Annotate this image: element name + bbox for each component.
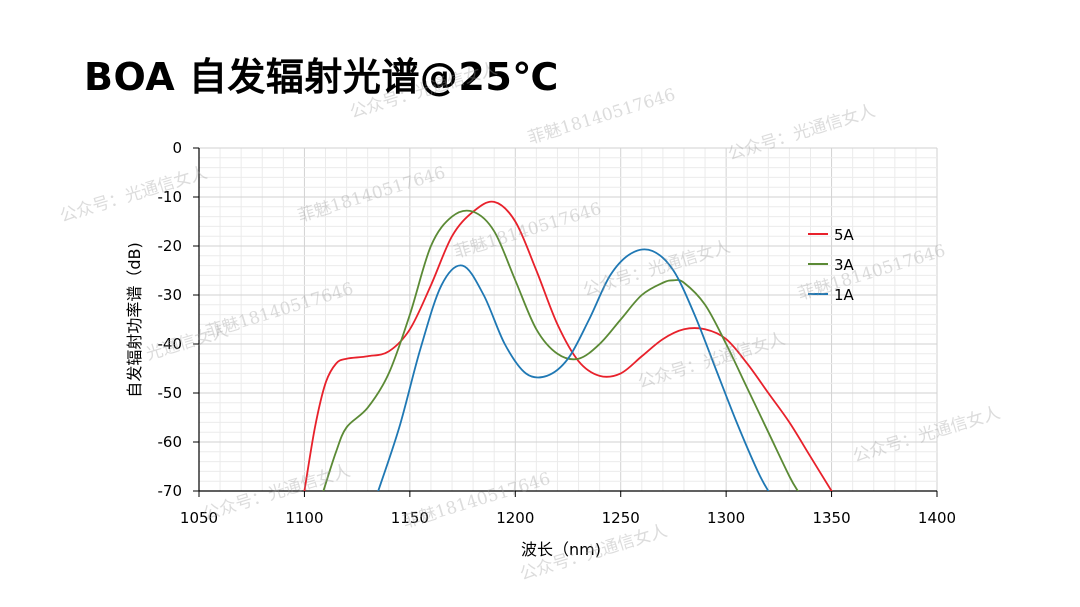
x-tick-label: 1350 (812, 509, 850, 527)
watermark-text: 公众号：光通信女人 (58, 163, 210, 227)
x-axis-label: 波长（nm) (521, 540, 601, 559)
x-tick-label: 1050 (180, 509, 218, 527)
watermark-text: 菲魅18140517646 (452, 199, 604, 263)
y-tick-label: -60 (158, 433, 183, 451)
y-tick-label: -70 (158, 482, 183, 500)
y-tick-label: -30 (158, 286, 183, 304)
watermark-text: 菲魅18140517646 (204, 279, 356, 343)
series-line-1A (377, 248, 770, 491)
series-line-3A (322, 209, 799, 491)
x-tick-label: 1400 (918, 509, 956, 527)
legend-label-1A: 1A (834, 286, 855, 304)
x-tick-label: 1300 (707, 509, 745, 527)
x-tick-label: 1250 (602, 509, 640, 527)
legend-label-3A: 3A (834, 256, 855, 274)
grid-layer (198, 147, 938, 492)
y-tick-label: -50 (158, 384, 183, 402)
x-tick-label: 1200 (496, 509, 534, 527)
slide-title: BOA 自发辐射光谱@25℃ (84, 55, 559, 99)
watermark-text: 菲魅18140517646 (296, 163, 448, 227)
watermark-text: 公众号：光通信女人 (201, 461, 353, 525)
legend: 5A 3A 1A (808, 226, 855, 304)
legend-label-5A: 5A (834, 226, 855, 244)
y-tick-label: -10 (158, 188, 183, 206)
series-layer (303, 200, 833, 491)
x-tick-label: 1100 (285, 509, 323, 527)
watermark-text: 公众号：光通信女人 (726, 101, 878, 165)
y-tick-label: -40 (158, 335, 183, 353)
x-tick-label: 1150 (391, 509, 429, 527)
axes-layer: 1050 1100 1150 1200 1250 1300 1350 1400 0 -10 -20 -… (158, 139, 957, 527)
y-tick-label: 0 (172, 139, 182, 157)
y-tick-label: -20 (158, 237, 183, 255)
watermark-text: 菲魅18140517646 (526, 85, 678, 149)
series-line-5A (303, 200, 833, 491)
watermark-text: 公众号：光通信女人 (581, 237, 733, 301)
watermark-text: 公众号：光通信女人 (348, 59, 500, 123)
y-axis-label: 自发辐射功率谱（dB) (125, 242, 144, 397)
